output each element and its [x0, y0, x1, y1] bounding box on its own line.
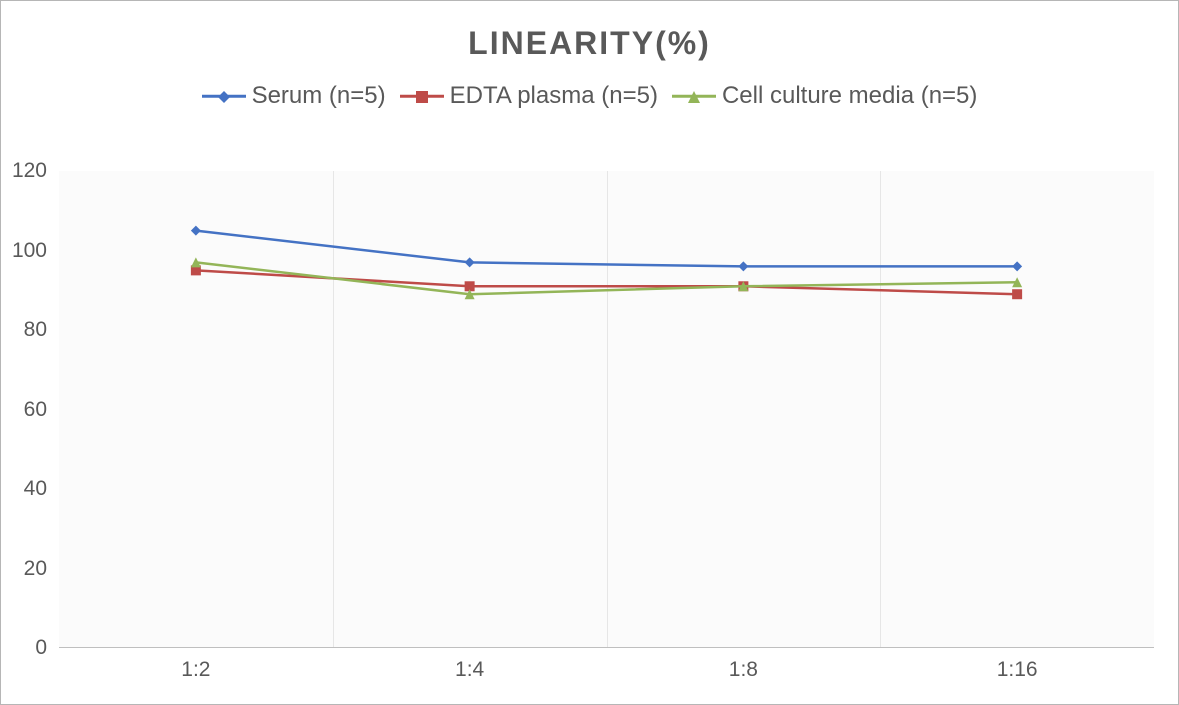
y-tick-label: 100 [12, 239, 59, 263]
triangle-icon [672, 86, 716, 106]
y-tick-label: 0 [35, 636, 59, 660]
x-tick-label: 1:4 [455, 648, 484, 682]
legend-item: EDTA plasma (n=5) [400, 82, 658, 110]
data-point [465, 257, 475, 267]
data-point [738, 261, 748, 271]
chart-title: LINEARITY(%) [1, 1, 1178, 62]
legend-item: Cell culture media (n=5) [672, 82, 977, 110]
square-icon [400, 86, 444, 106]
data-point [1012, 261, 1022, 271]
legend-item: Serum (n=5) [202, 82, 386, 110]
y-tick-label: 40 [24, 477, 59, 501]
x-tick-label: 1:8 [729, 648, 758, 682]
x-tick-label: 1:2 [181, 648, 210, 682]
y-tick-label: 120 [12, 159, 59, 183]
y-tick-label: 60 [24, 398, 59, 422]
legend-label: EDTA plasma (n=5) [450, 82, 658, 110]
data-point [1012, 289, 1022, 299]
linearity-chart: LINEARITY(%) Serum (n=5) EDTA plasma (n=5… [0, 0, 1179, 705]
diamond-icon [202, 86, 246, 106]
y-tick-label: 80 [24, 318, 59, 342]
legend-label: Serum (n=5) [252, 82, 386, 110]
series-line [196, 231, 1017, 267]
y-tick-label: 20 [24, 557, 59, 581]
data-point [191, 226, 201, 236]
plot-area: 0204060801001201:21:41:81:16 [59, 171, 1154, 648]
series-layer [59, 171, 1154, 648]
legend-label: Cell culture media (n=5) [722, 82, 977, 110]
x-tick-label: 1:16 [997, 648, 1038, 682]
chart-legend: Serum (n=5) EDTA plasma (n=5) Cell culture… [1, 82, 1178, 110]
